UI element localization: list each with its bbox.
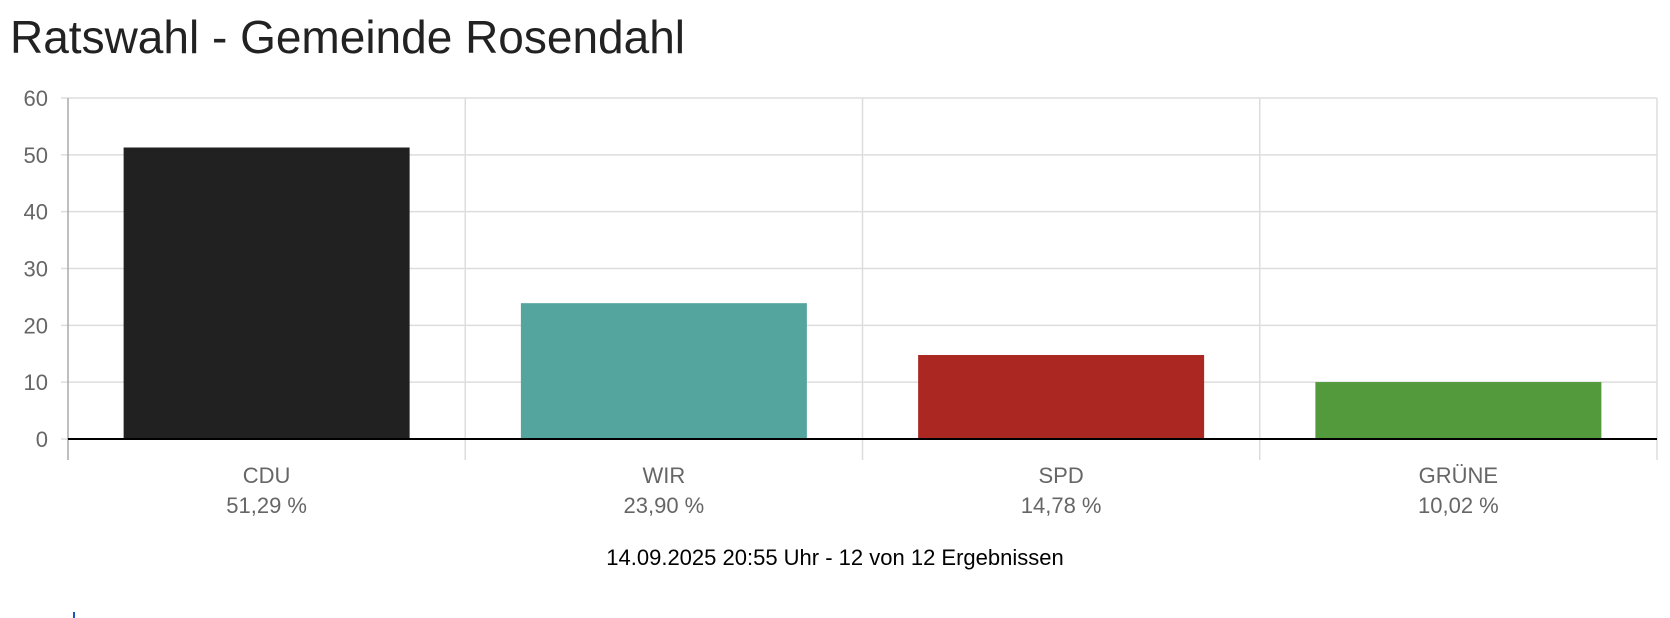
x-tick-label: WIR xyxy=(642,463,685,488)
y-tick-label: 20 xyxy=(24,313,48,338)
text-cursor xyxy=(73,612,75,618)
value-label: 51,29 % xyxy=(226,493,307,518)
y-tick-label: 10 xyxy=(24,370,48,395)
bar-cdu xyxy=(123,147,410,439)
y-tick-label: 40 xyxy=(24,200,48,225)
x-tick-label: SPD xyxy=(1039,463,1084,488)
bar-chart: 0 10 20 30 40 50 60 CDU 51,29 % WIR 23,90 % SPD 14,7… xyxy=(24,86,1658,518)
value-label: 23,90 % xyxy=(624,493,705,518)
y-tick-label: 30 xyxy=(24,257,48,282)
y-tick-label: 60 xyxy=(24,86,48,111)
bar-spd xyxy=(918,355,1205,439)
x-tick-label: GRÜNE xyxy=(1419,463,1498,488)
y-tick-label: 0 xyxy=(36,427,48,452)
y-tick-label: 50 xyxy=(24,143,48,168)
x-tick-label: CDU xyxy=(243,463,291,488)
bar-wir xyxy=(520,303,807,439)
results-status: 14.09.2025 20:55 Uhr - 12 von 12 Ergebni… xyxy=(606,545,1064,570)
bar-grüne xyxy=(1315,382,1602,439)
page-title: Ratswahl - Gemeinde Rosendahl xyxy=(10,11,686,63)
value-label: 10,02 % xyxy=(1418,493,1499,518)
value-label: 14,78 % xyxy=(1021,493,1102,518)
